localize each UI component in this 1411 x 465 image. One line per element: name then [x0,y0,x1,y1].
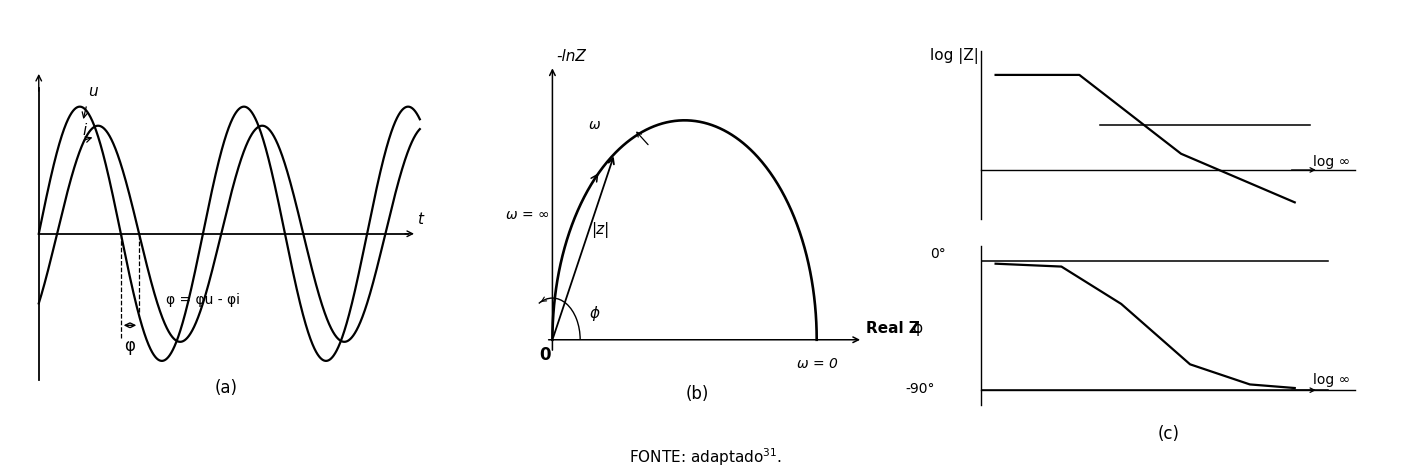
Text: ω = ∞: ω = ∞ [507,208,550,222]
Text: φ: φ [124,337,135,355]
Text: i: i [83,123,87,138]
Text: ω = 0: ω = 0 [797,357,838,371]
Text: ϕ: ϕ [590,306,600,321]
Text: -lnZ: -lnZ [556,49,586,64]
Text: (b): (b) [686,385,710,403]
Text: 0°: 0° [930,247,945,261]
Text: log ∞: log ∞ [1312,155,1350,169]
Text: φ = φu - φi: φ = φu - φi [166,292,240,307]
Text: -90°: -90° [906,382,935,396]
Text: ω: ω [590,118,601,132]
Text: t: t [416,212,423,226]
Text: (c): (c) [1157,425,1180,444]
Text: 0: 0 [539,345,550,364]
Text: log ∞: log ∞ [1312,373,1350,387]
Text: (a): (a) [214,379,238,397]
Text: ϕ: ϕ [912,321,921,336]
Text: log |Z|: log |Z| [930,48,979,64]
Text: Real Z: Real Z [865,321,920,336]
Text: u: u [89,85,99,100]
Text: |z|: |z| [591,222,610,238]
Text: FONTE: adaptado$^{31}$.: FONTE: adaptado$^{31}$. [629,446,782,465]
